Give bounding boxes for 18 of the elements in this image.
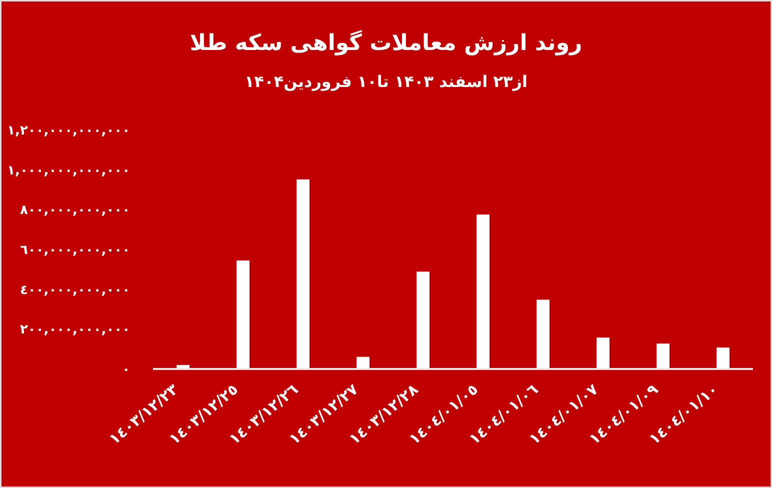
chart-subtitle: از۲۳ اسفند ۱۴۰۳ تا۱۰ فروردین۱۴۰۴ xyxy=(244,72,528,91)
y-tick-label: ٠ xyxy=(122,362,130,378)
bar xyxy=(536,300,550,369)
chart-title: روند ارزش معاملات گواهی سکه طلا xyxy=(190,29,582,56)
bar xyxy=(356,356,370,369)
y-tick-label: ٤٠٠,٠٠٠,٠٠٠,٠٠٠ xyxy=(20,282,130,298)
bar xyxy=(716,347,730,369)
bar xyxy=(476,214,490,369)
y-tick-label: ١,٢٠٠,٠٠٠,٠٠٠,٠٠٠ xyxy=(7,124,130,139)
bar xyxy=(596,338,610,369)
bar xyxy=(416,272,430,369)
y-tick-label: ١,٠٠٠,٠٠٠,٠٠٠,٠٠٠ xyxy=(7,163,130,178)
y-tick-label: ٢٠٠,٠٠٠,٠٠٠,٠٠٠ xyxy=(20,322,130,338)
bar xyxy=(236,260,250,369)
bar xyxy=(296,179,310,369)
y-tick-label: ٦٠٠,٠٠٠,٠٠٠,٠٠٠ xyxy=(20,243,130,258)
y-tick-label: ٨٠٠,٠٠٠,٠٠٠,٠٠٠ xyxy=(20,203,130,218)
bar xyxy=(656,344,670,369)
